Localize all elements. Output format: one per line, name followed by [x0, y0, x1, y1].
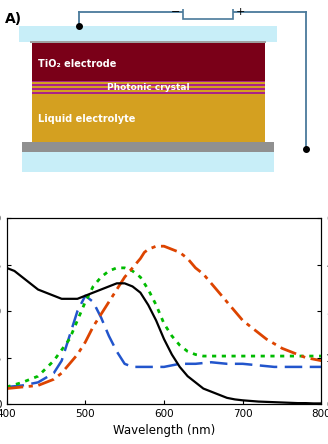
Text: TiO₂ electrode: TiO₂ electrode [38, 59, 116, 69]
Text: A): A) [5, 12, 22, 26]
Bar [22, 152, 274, 171]
Bar [32, 83, 265, 84]
Bar [32, 80, 265, 94]
Bar [183, 5, 233, 19]
Text: Liquid electrolyte: Liquid electrolyte [38, 114, 135, 123]
X-axis label: Wavelength (nm): Wavelength (nm) [113, 424, 215, 437]
Text: Photonic crystal: Photonic crystal [107, 83, 190, 92]
Bar [32, 43, 265, 80]
Bar [32, 92, 265, 94]
Bar [32, 90, 265, 92]
Bar [32, 80, 265, 83]
Bar [32, 94, 265, 143]
Bar [32, 86, 265, 88]
Text: +: + [236, 7, 245, 17]
Text: −: − [171, 7, 180, 17]
Bar [32, 88, 265, 90]
Bar [32, 84, 265, 86]
Bar [22, 143, 274, 152]
Bar [19, 26, 277, 43]
Bar [30, 41, 266, 44]
